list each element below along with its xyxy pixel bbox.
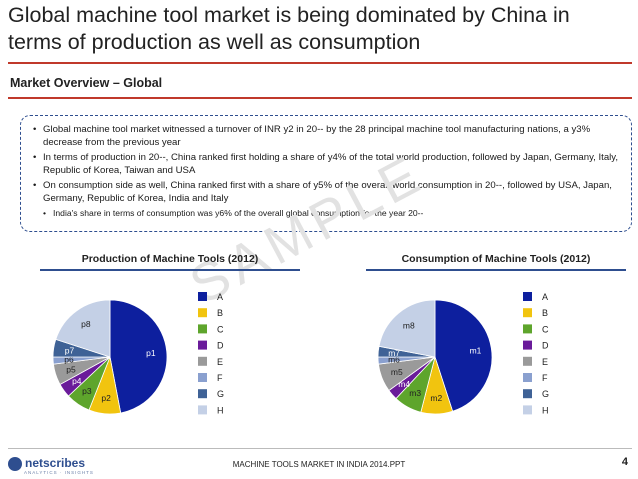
production-chart-rule [40,269,300,271]
production-slice-label-p1: p1 [146,348,156,358]
production-legend-swatch-A [198,292,207,301]
production-legend-swatch-H [198,405,207,415]
footer-divider [8,448,632,449]
consumption-legend-label-F: F [542,373,548,383]
production-slice-label-p5: p5 [66,365,76,375]
production-slice-label-p2: p2 [101,393,111,403]
production-legend-swatch-B [198,308,207,318]
production-legend-label-G: G [217,389,224,399]
company-logo: netscribes [8,456,85,471]
production-slice-label-p3: p3 [82,386,92,396]
slide-title: Global machine tool market is being domi… [8,3,570,54]
footer-filename: MACHINE TOOLS MARKET IN INDIA 2014.PPT [232,460,406,469]
consumption-legend-label-E: E [542,357,548,367]
consumption-legend-label-G: G [542,389,549,399]
production-legend-label-H: H [217,405,224,415]
production-legend-label-F: F [217,373,223,383]
consumption-legend-swatch-H [523,405,532,415]
consumption-legend-label-A: A [542,292,548,302]
production-legend-swatch-D [198,340,207,350]
bullet-item: In terms of production in 20--, China ra… [31,151,621,177]
logo-tagline: ANALYTICS · INSIGHTS [24,470,94,475]
consumption-legend-label-C: C [542,324,549,334]
production-slice-label-p8: p8 [81,319,91,329]
consumption-slice-label-m7: m7 [388,348,400,358]
production-slice-p1 [109,299,168,414]
production-legend-label-A: A [217,292,223,302]
consumption-chart-rule [366,269,626,271]
logo-text: netscribes [25,456,86,470]
consumption-slice-m8 [378,299,436,358]
consumption-legend-swatch-C [523,324,532,334]
bullet-item: On consumption side as well, China ranke… [31,179,621,205]
consumption-legend-swatch-E [523,356,532,366]
logo-icon [8,456,22,471]
consumption-legend-swatch-B [523,308,532,318]
consumption-slice-m1 [434,299,493,412]
consumption-legend-label-D: D [542,341,549,351]
production-chart-title: Production of Machine Tools (2012) [81,253,259,265]
bullet-item: Global machine tool market witnessed a t… [31,123,621,149]
production-legend-label-E: E [217,357,223,367]
title-divider [8,62,632,64]
consumption-chart-title: Consumption of Machine Tools (2012) [401,253,591,265]
consumption-legend-swatch-D [523,340,532,350]
production-legend-swatch-E [198,356,207,366]
page-number: 4 [621,456,628,468]
consumption-slice-label-m2: m2 [430,393,442,403]
section-divider [8,97,632,99]
consumption-legend-swatch-G [523,389,532,399]
consumption-slice-label-m8: m8 [403,320,415,330]
section-title: Market Overview – Global [10,76,163,90]
consumption-slice-label-m4: m4 [398,379,410,389]
production-legend-swatch-G [198,389,207,399]
production-legend-label-D: D [217,341,224,351]
production-legend-label-C: C [217,324,224,334]
production-legend-swatch-C [198,324,207,334]
consumption-legend-swatch-F [523,373,532,382]
market-overview-box: Global machine tool market witnessed a t… [20,115,632,232]
production-slice-label-p6: p6 [64,355,74,365]
production-legend-label-B: B [217,308,223,318]
sub-bullet-item: India's share in terms of consumption wa… [31,207,621,219]
production-slice-label-p4: p4 [72,376,82,386]
production-legend-swatch-F [198,373,207,382]
consumption-slice-label-m3: m3 [409,388,421,398]
production-slice-label-p7: p7 [65,346,75,356]
consumption-slice-label-m5: m5 [391,367,403,377]
consumption-slice-label-m6: m6 [388,355,400,365]
consumption-slice-label-m1: m1 [470,346,482,356]
production-slice-p8 [55,299,111,358]
consumption-legend-label-B: B [542,308,548,318]
consumption-legend-label-H: H [542,405,549,415]
consumption-legend-swatch-A [523,292,532,301]
